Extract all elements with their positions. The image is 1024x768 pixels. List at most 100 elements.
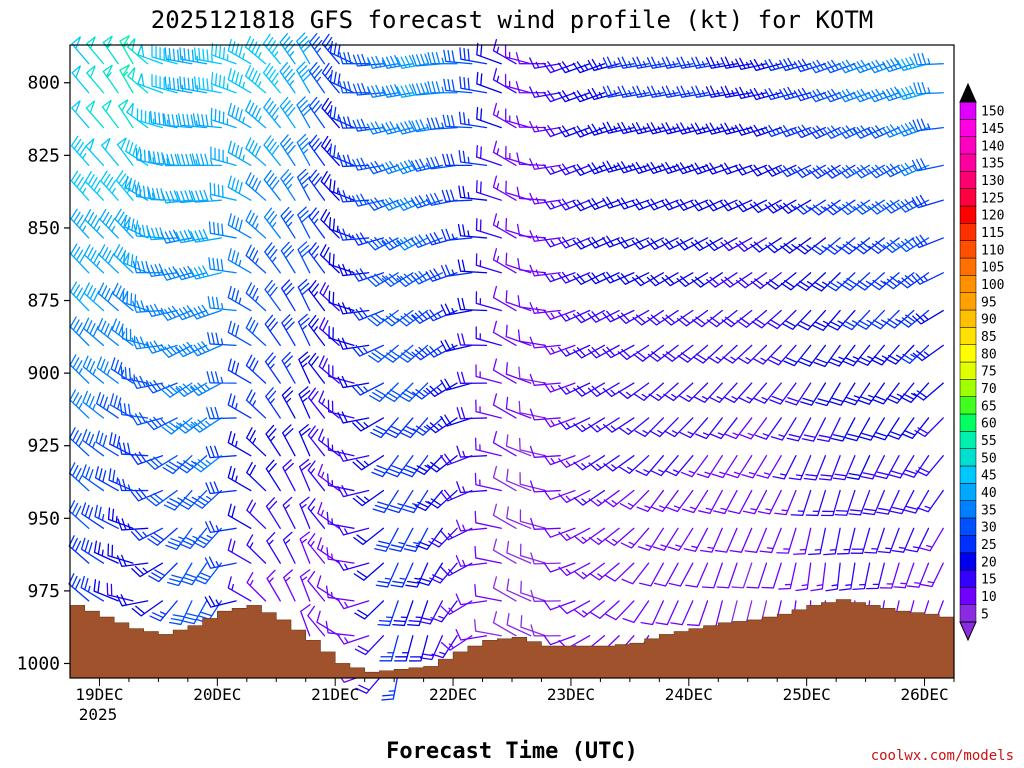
wind-barb-shape	[440, 378, 473, 391]
wind-barb	[425, 309, 458, 322]
wind-barb-shape	[616, 197, 650, 210]
wind-barb-shape	[86, 65, 105, 94]
x-tick-label: 22DEC	[429, 685, 477, 704]
wind-barb-shape	[723, 382, 753, 404]
wind-barb	[382, 309, 414, 327]
wind-barb-shape	[227, 503, 252, 529]
wind-barb-shape	[530, 480, 561, 493]
wind-barb	[458, 111, 488, 129]
wind-barb	[381, 197, 414, 211]
wind-barb	[280, 241, 296, 274]
wind-barb	[179, 76, 208, 94]
wind-barb	[474, 619, 502, 637]
wind-barb	[705, 237, 738, 252]
wind-barb	[265, 387, 281, 419]
wind-barb-shape	[911, 194, 944, 209]
wind-barb	[190, 189, 222, 203]
wind-barb-shape	[603, 489, 635, 508]
wind-barb	[558, 562, 591, 577]
wind-barb	[492, 68, 517, 94]
wind-barb	[114, 208, 134, 239]
wind-barb-shape	[634, 417, 664, 438]
wind-barb-shape	[853, 199, 885, 215]
wind-barb	[618, 382, 650, 400]
wind-barb-shape	[529, 230, 561, 242]
wind-barb	[379, 635, 399, 662]
wind-barb-shape	[113, 244, 134, 274]
wind-barb	[769, 382, 797, 405]
wind-barb-shape	[279, 134, 296, 166]
wind-barb-shape	[714, 527, 738, 553]
wind-barb-shape	[367, 55, 399, 69]
wind-barb	[779, 164, 812, 178]
wind-barb-shape	[698, 489, 723, 515]
wind-barb	[826, 309, 856, 331]
wind-barb-shape	[394, 635, 414, 662]
wind-barb	[703, 600, 723, 627]
wind-barb	[706, 272, 738, 288]
wind-barb	[264, 242, 281, 274]
wind-barb	[686, 600, 709, 627]
wind-barb	[911, 234, 944, 249]
colorbar-swatch	[959, 275, 977, 293]
wind-barb	[107, 543, 134, 564]
wind-barb	[245, 354, 267, 384]
wind-barb	[838, 562, 856, 591]
wind-barb	[617, 56, 650, 69]
wind-barb	[868, 199, 900, 215]
wind-barb-shape	[741, 455, 768, 479]
wind-barb-shape	[147, 187, 178, 201]
wind-barb	[163, 489, 193, 511]
wind-barb	[663, 382, 694, 402]
wind-barb	[912, 344, 944, 362]
wind-barb-shape	[529, 120, 561, 133]
wind-barb	[328, 290, 355, 312]
wind-barb	[279, 96, 296, 129]
wind-barb-shape	[419, 635, 443, 661]
wind-barb-shape	[457, 297, 488, 312]
wind-barb-shape	[587, 382, 620, 397]
wind-barb-shape	[812, 309, 841, 331]
wind-barb	[602, 417, 635, 433]
wind-barb	[818, 455, 841, 481]
colorbar-label: 55	[981, 434, 997, 449]
wind-barb-shape	[266, 569, 281, 602]
wind-barb	[692, 344, 723, 364]
wind-barb-shape	[337, 375, 370, 389]
wind-barb-shape	[442, 114, 473, 129]
wind-barb	[746, 562, 768, 589]
wind-barb-shape	[166, 562, 193, 587]
wind-barb	[475, 253, 502, 274]
wind-barb	[690, 237, 723, 252]
wind-barb	[647, 344, 679, 362]
wind-barb	[395, 159, 429, 175]
wind-barb	[81, 464, 105, 492]
wind-barb	[675, 199, 709, 211]
wind-barb-shape	[572, 309, 606, 324]
wind-barb-shape	[843, 382, 871, 406]
wind-barb-shape	[602, 271, 635, 284]
wind-barb	[574, 600, 606, 618]
wind-barb	[530, 589, 561, 602]
wind-barb	[692, 309, 723, 328]
y-tick-label: 975	[27, 581, 60, 602]
wind-barb-shape	[529, 302, 561, 314]
wind-barb-shape	[727, 489, 753, 515]
wind-barb	[859, 417, 885, 441]
wind-barb	[245, 137, 267, 166]
wind-barb-shape	[71, 100, 90, 129]
wind-barb	[572, 272, 606, 285]
wind-barb	[492, 576, 517, 602]
wind-barb	[205, 481, 237, 495]
wind-barb	[163, 113, 193, 129]
colorbar-label: 30	[981, 521, 997, 536]
colorbar-swatch	[959, 483, 977, 501]
wind-barb-shape	[679, 417, 709, 439]
wind-barb	[147, 527, 178, 546]
wind-barb-shape	[279, 62, 296, 94]
wind-barb	[338, 228, 370, 241]
wind-barb-shape	[670, 600, 694, 626]
wind-barb-shape	[506, 506, 532, 529]
colorbar-swatch	[959, 465, 977, 484]
wind-barb	[529, 408, 561, 421]
